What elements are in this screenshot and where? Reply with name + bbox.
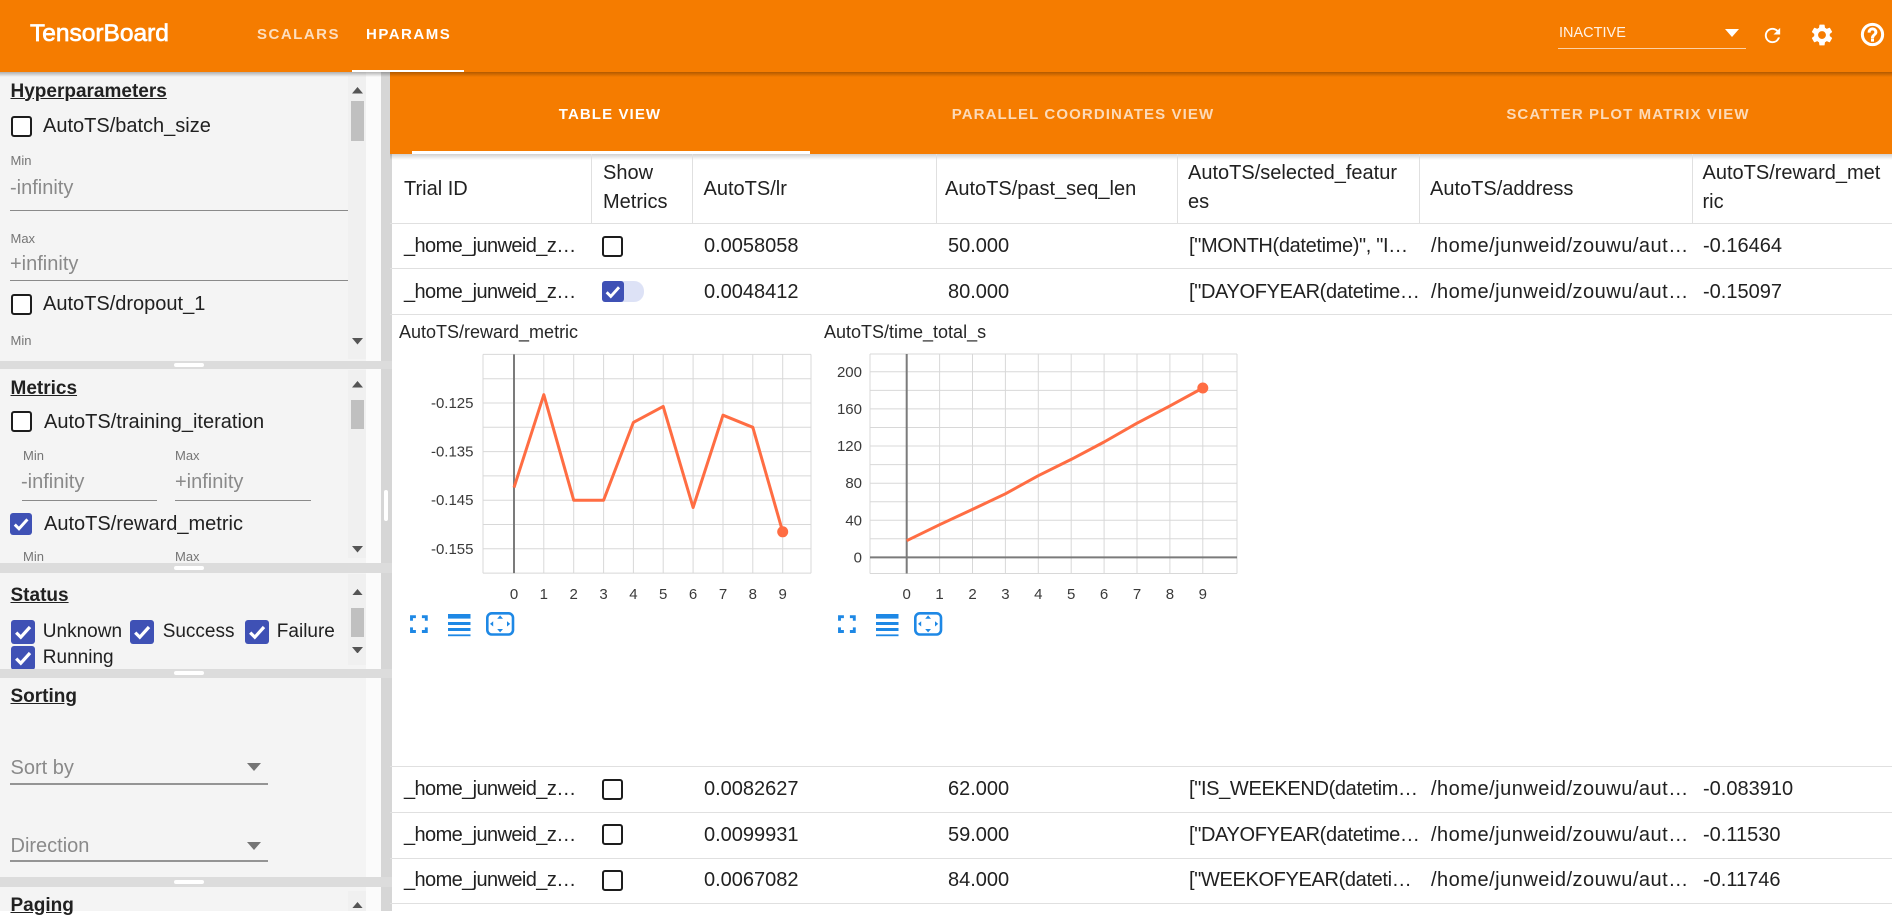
- svg-text:6: 6: [689, 586, 697, 603]
- svg-text:2: 2: [968, 586, 976, 603]
- svg-text:-0.125: -0.125: [431, 395, 474, 412]
- svg-text:3: 3: [599, 586, 607, 603]
- svg-text:5: 5: [1067, 586, 1075, 603]
- svg-text:0: 0: [854, 549, 862, 566]
- svg-text:7: 7: [1133, 586, 1141, 603]
- svg-text:0: 0: [510, 586, 518, 603]
- svg-text:8: 8: [1166, 586, 1174, 603]
- svg-text:-0.155: -0.155: [431, 541, 474, 558]
- svg-text:9: 9: [1199, 586, 1207, 603]
- svg-text:7: 7: [719, 586, 727, 603]
- svg-text:6: 6: [1100, 586, 1108, 603]
- svg-text:4: 4: [629, 586, 637, 603]
- svg-text:1: 1: [540, 586, 548, 603]
- svg-text:120: 120: [837, 438, 862, 455]
- svg-text:3: 3: [1001, 586, 1009, 603]
- svg-text:40: 40: [845, 512, 862, 529]
- svg-text:8: 8: [749, 586, 757, 603]
- svg-text:5: 5: [659, 586, 667, 603]
- svg-text:2: 2: [570, 586, 578, 603]
- svg-text:160: 160: [837, 401, 862, 418]
- svg-text:-0.145: -0.145: [431, 492, 474, 509]
- svg-text:80: 80: [845, 475, 862, 492]
- svg-text:1: 1: [935, 586, 943, 603]
- svg-text:4: 4: [1034, 586, 1042, 603]
- svg-text:9: 9: [779, 586, 787, 603]
- svg-text:200: 200: [837, 364, 862, 381]
- svg-text:0: 0: [903, 586, 911, 603]
- svg-text:-0.135: -0.135: [431, 444, 474, 461]
